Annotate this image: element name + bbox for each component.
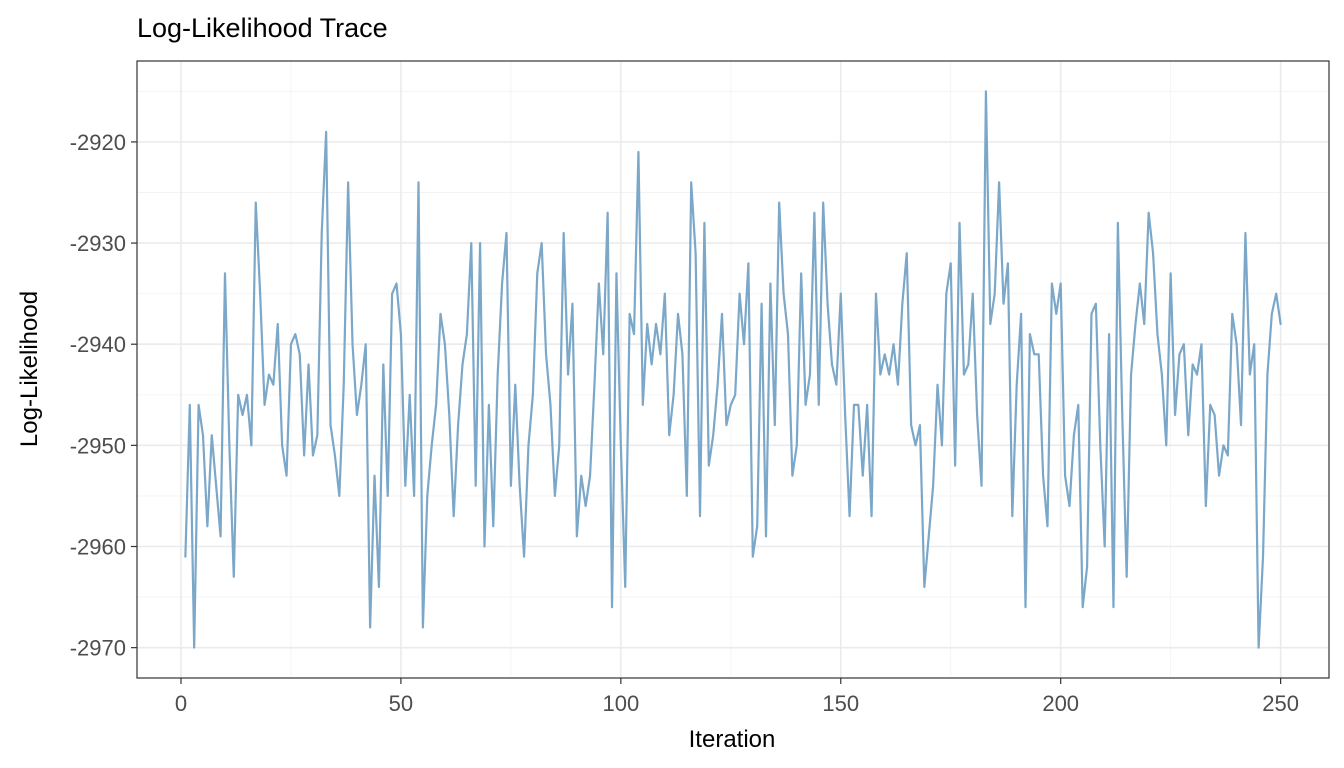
major-gridlines-y [137, 141, 1329, 649]
chart-title: Log-Likelihood Trace [137, 13, 388, 43]
y-tick-label: -2960 [70, 535, 126, 560]
y-tick-label: -2950 [70, 433, 126, 458]
y-tick-label: -2970 [70, 636, 126, 661]
x-axis: 0 50 100 150 200 250 [175, 678, 1299, 716]
series-layer [184, 90, 1282, 649]
x-tick-label: 250 [1262, 691, 1299, 716]
minor-gridlines-x [290, 61, 1172, 678]
minor-gridlines-y [137, 90, 1329, 598]
x-axis-title: Iteration [689, 726, 776, 753]
y-tick-label: -2920 [70, 130, 126, 155]
x-tick-label: 50 [389, 691, 413, 716]
plot-panel-border [136, 60, 1330, 679]
x-tick-label: 100 [602, 691, 639, 716]
y-axis-title: Log-Likelihood [16, 291, 43, 447]
trace-line [184, 90, 1282, 649]
y-tick-label: -2940 [70, 332, 126, 357]
y-tick-label: -2930 [70, 231, 126, 256]
x-tick-label: 200 [1042, 691, 1079, 716]
y-axis: -2970 -2960 -2950 -2940 -2930 -2920 [70, 130, 137, 661]
x-tick-label: 150 [822, 691, 859, 716]
x-tick-label: 0 [175, 691, 187, 716]
